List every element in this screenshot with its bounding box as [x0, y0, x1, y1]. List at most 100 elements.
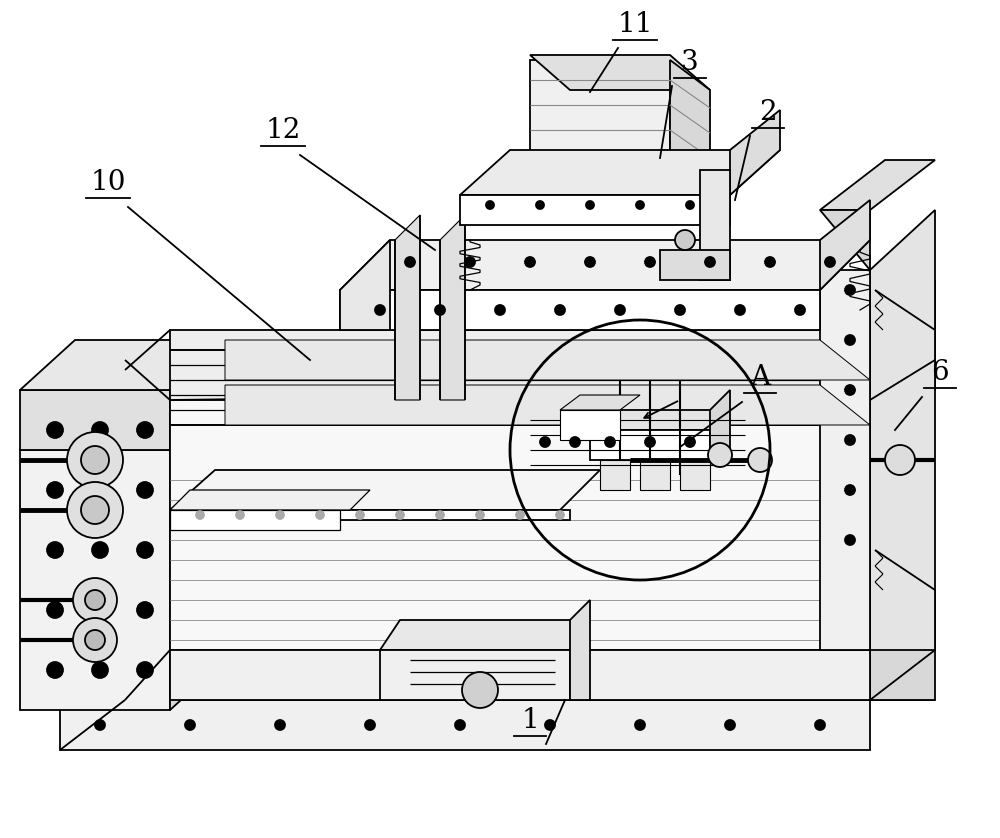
Circle shape: [845, 435, 855, 445]
Circle shape: [815, 720, 825, 730]
Circle shape: [525, 257, 535, 267]
Polygon shape: [460, 150, 780, 195]
Circle shape: [748, 448, 772, 472]
Circle shape: [675, 305, 685, 315]
Polygon shape: [560, 395, 640, 410]
Text: 3: 3: [681, 49, 699, 76]
Circle shape: [47, 602, 63, 618]
Circle shape: [137, 542, 153, 558]
Polygon shape: [170, 510, 340, 530]
Circle shape: [885, 445, 915, 475]
Circle shape: [92, 542, 108, 558]
Circle shape: [435, 305, 445, 315]
Circle shape: [356, 511, 364, 519]
Circle shape: [686, 201, 694, 209]
Polygon shape: [395, 215, 420, 400]
Circle shape: [85, 590, 105, 610]
Text: 10: 10: [90, 169, 126, 196]
Polygon shape: [20, 340, 225, 390]
Polygon shape: [170, 510, 570, 520]
Circle shape: [137, 602, 153, 618]
Circle shape: [185, 720, 195, 730]
Circle shape: [636, 201, 644, 209]
Circle shape: [92, 662, 108, 678]
Circle shape: [845, 535, 855, 545]
Polygon shape: [440, 215, 465, 400]
Circle shape: [436, 511, 444, 519]
Polygon shape: [680, 460, 710, 490]
Circle shape: [735, 305, 745, 315]
Circle shape: [462, 672, 498, 708]
Circle shape: [585, 257, 595, 267]
Circle shape: [536, 201, 544, 209]
Polygon shape: [600, 460, 630, 490]
Polygon shape: [170, 470, 600, 510]
Circle shape: [137, 482, 153, 498]
Polygon shape: [225, 385, 870, 425]
Polygon shape: [590, 410, 730, 430]
Circle shape: [486, 201, 494, 209]
Circle shape: [196, 511, 204, 519]
Circle shape: [67, 432, 123, 488]
Circle shape: [47, 482, 63, 498]
Circle shape: [645, 437, 655, 447]
Text: 6: 6: [931, 359, 949, 386]
Polygon shape: [380, 650, 570, 700]
Polygon shape: [340, 290, 820, 330]
Circle shape: [586, 201, 594, 209]
Circle shape: [605, 437, 615, 447]
Circle shape: [455, 720, 465, 730]
Polygon shape: [60, 590, 125, 700]
Circle shape: [92, 422, 108, 438]
Polygon shape: [60, 700, 870, 750]
Text: 1: 1: [521, 707, 539, 734]
Circle shape: [545, 720, 555, 730]
Polygon shape: [870, 590, 935, 700]
Polygon shape: [820, 200, 870, 290]
Polygon shape: [870, 210, 935, 650]
Circle shape: [845, 335, 855, 345]
Circle shape: [615, 305, 625, 315]
Circle shape: [795, 305, 805, 315]
Text: 2: 2: [759, 99, 777, 126]
Polygon shape: [700, 170, 730, 280]
Circle shape: [725, 720, 735, 730]
Text: A: A: [750, 364, 770, 391]
Circle shape: [635, 720, 645, 730]
Polygon shape: [820, 210, 870, 270]
Circle shape: [375, 305, 385, 315]
Polygon shape: [60, 650, 935, 700]
Circle shape: [73, 618, 117, 662]
Circle shape: [675, 230, 695, 250]
Circle shape: [92, 602, 108, 618]
Polygon shape: [670, 60, 710, 200]
Circle shape: [570, 437, 580, 447]
Circle shape: [685, 437, 695, 447]
Polygon shape: [590, 430, 710, 460]
Circle shape: [705, 257, 715, 267]
Polygon shape: [225, 340, 870, 380]
Circle shape: [85, 630, 105, 650]
Polygon shape: [560, 410, 620, 440]
Circle shape: [47, 422, 63, 438]
Circle shape: [845, 285, 855, 295]
Polygon shape: [530, 60, 670, 200]
Circle shape: [825, 257, 835, 267]
Polygon shape: [660, 250, 730, 280]
Polygon shape: [380, 620, 590, 650]
Circle shape: [556, 511, 564, 519]
Circle shape: [405, 257, 415, 267]
Circle shape: [645, 257, 655, 267]
Circle shape: [137, 662, 153, 678]
Circle shape: [81, 446, 109, 474]
Circle shape: [365, 720, 375, 730]
Circle shape: [95, 720, 105, 730]
Circle shape: [495, 305, 505, 315]
Polygon shape: [570, 600, 590, 700]
Polygon shape: [170, 400, 870, 650]
Circle shape: [275, 720, 285, 730]
Circle shape: [555, 305, 565, 315]
Text: 12: 12: [265, 117, 301, 144]
Polygon shape: [170, 340, 225, 710]
Circle shape: [276, 511, 284, 519]
